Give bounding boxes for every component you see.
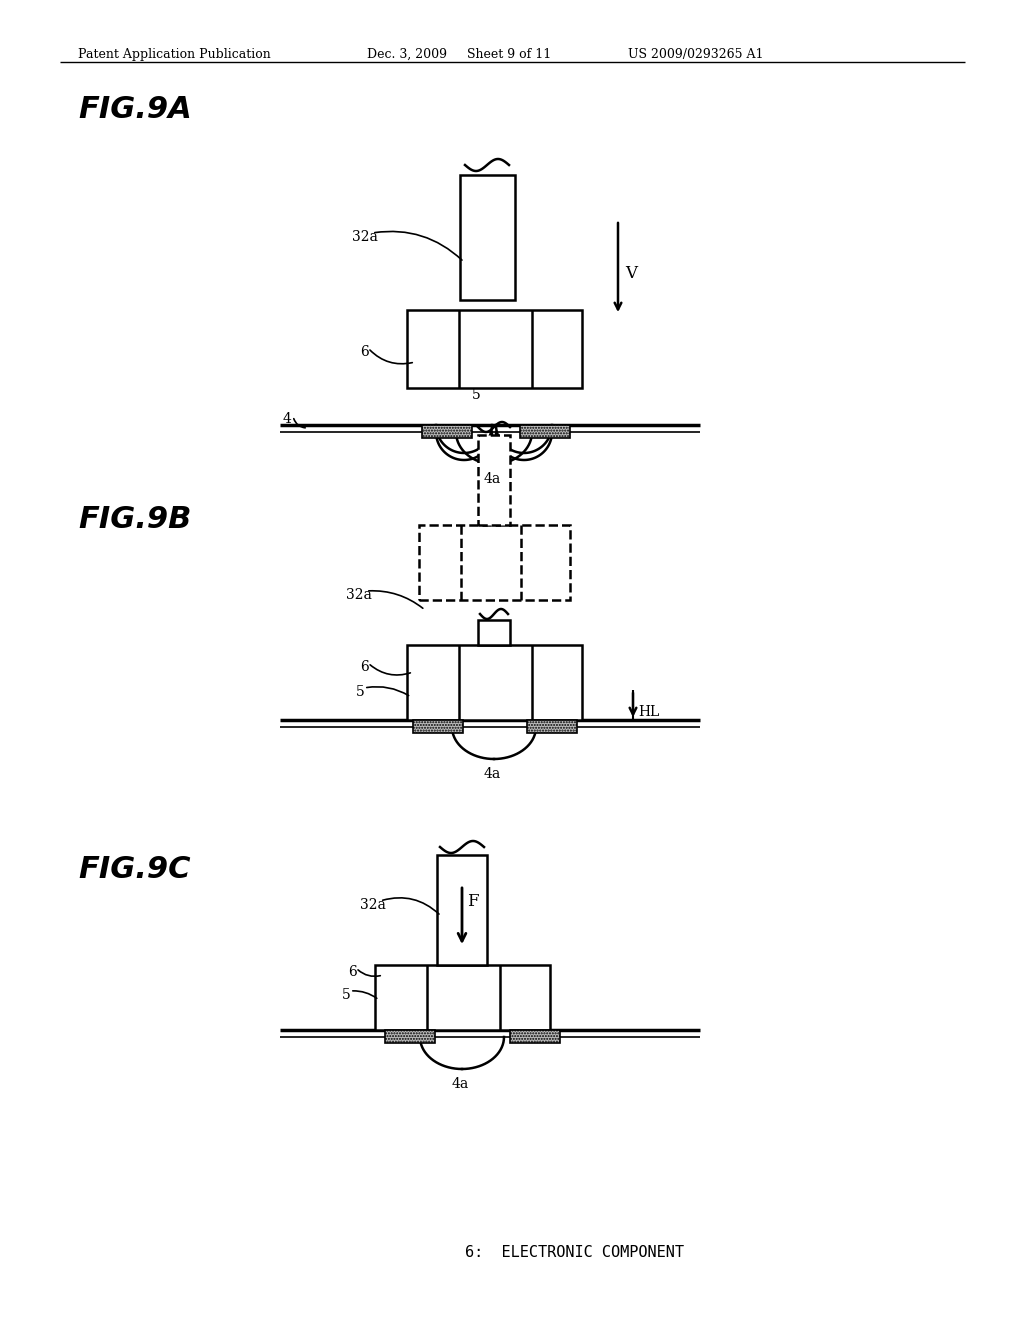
- Text: V: V: [625, 265, 637, 282]
- Text: 6: 6: [348, 965, 356, 979]
- Bar: [437, 855, 487, 965]
- Bar: [422, 425, 472, 438]
- Text: 4a: 4a: [484, 473, 502, 486]
- Text: 6: 6: [360, 660, 369, 675]
- Bar: [419, 525, 570, 601]
- Text: FIG.9B: FIG.9B: [78, 506, 191, 535]
- Text: 5: 5: [472, 388, 480, 403]
- Text: US 2009/0293265 A1: US 2009/0293265 A1: [628, 48, 764, 61]
- Bar: [385, 1030, 435, 1043]
- Bar: [375, 965, 550, 1030]
- Text: Patent Application Publication: Patent Application Publication: [78, 48, 270, 61]
- Text: 6:  ELECTRONIC COMPONENT: 6: ELECTRONIC COMPONENT: [465, 1245, 684, 1261]
- Text: 4a: 4a: [484, 767, 502, 781]
- Bar: [510, 1030, 560, 1043]
- Text: 4a: 4a: [452, 1077, 469, 1092]
- Bar: [478, 620, 510, 645]
- Text: 4: 4: [283, 412, 292, 426]
- Bar: [460, 176, 515, 300]
- Text: 5: 5: [342, 987, 351, 1002]
- Bar: [407, 310, 582, 388]
- Bar: [520, 425, 570, 438]
- Text: Sheet 9 of 11: Sheet 9 of 11: [467, 48, 551, 61]
- Text: Dec. 3, 2009: Dec. 3, 2009: [367, 48, 447, 61]
- Bar: [478, 436, 510, 525]
- Text: 32a: 32a: [352, 230, 378, 244]
- Text: FIG.9A: FIG.9A: [78, 95, 191, 124]
- Text: 32a: 32a: [360, 898, 386, 912]
- Text: FIG.9C: FIG.9C: [78, 855, 190, 884]
- Text: 32a: 32a: [346, 587, 372, 602]
- Bar: [413, 719, 463, 733]
- Text: F: F: [467, 894, 478, 909]
- Bar: [527, 719, 577, 733]
- Text: HL: HL: [638, 705, 659, 719]
- Text: 6: 6: [360, 345, 369, 359]
- Bar: [407, 645, 582, 719]
- Text: 5: 5: [356, 685, 365, 700]
